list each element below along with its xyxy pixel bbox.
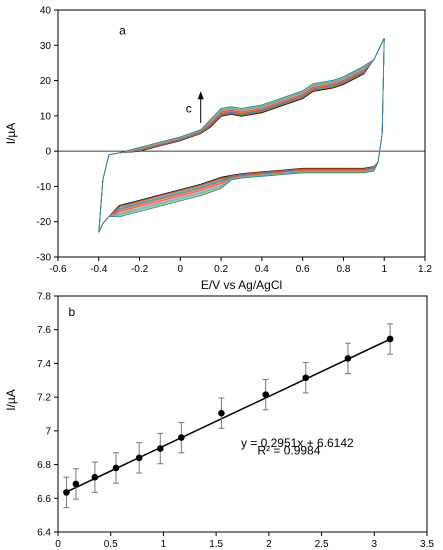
plot-frame — [57, 9, 426, 258]
x-tick-label: 1.5 — [209, 539, 223, 550]
fit-equation: y = 0.2951x + 6.6142 — [241, 436, 354, 450]
x-tick-label: 0.2 — [214, 264, 228, 275]
panel-a-cyclic-voltammogram: -0.6 -0.4 -0.2 0 0.2 0.4 0.6 0.8 1 1.2 40 30 20 10 0 -1… — [4, 6, 432, 293]
y-tick-label: 6.4 — [37, 528, 51, 539]
fit-r-squared: R² = 0.9984 — [257, 443, 320, 457]
y-tick-label: 7 — [45, 426, 51, 437]
increase-arrow-head — [197, 91, 204, 100]
y-tick-label: 30 — [40, 41, 52, 52]
y-tick-label: -10 — [37, 182, 52, 193]
panel-b-calibration-plot: 0 0.5 1 1.5 2 2.5 3 3.5 7.8 7.6 7.4 7.2 7 6.8 6.6 6.4 y … — [4, 292, 434, 550]
data-point — [63, 489, 70, 496]
data-point — [262, 391, 269, 398]
x-tick-label: -0.4 — [90, 264, 108, 275]
data-point — [218, 409, 225, 417]
annotation-c: c — [186, 101, 192, 115]
x-tick-label: 0 — [178, 264, 184, 275]
y-tick-label: 40 — [40, 6, 52, 17]
data-point — [112, 464, 120, 472]
y-tick-label: 7.4 — [37, 359, 51, 370]
data-point — [91, 473, 99, 481]
y-axis-title: I/µA — [4, 389, 18, 411]
x-tick-label: 3 — [372, 539, 378, 550]
x-tick-label: -0.6 — [49, 264, 67, 275]
x-tick-label: 0 — [55, 539, 61, 550]
panel-label-a: a — [119, 24, 126, 38]
y-tick-label: 6.8 — [37, 460, 51, 471]
x-tick-label: 0.4 — [255, 264, 269, 275]
y-axis-title: I/µA — [4, 123, 18, 145]
x-tick-label: 1 — [161, 539, 167, 550]
y-tick-label: -20 — [37, 217, 52, 228]
x-tick-label: 0.8 — [336, 264, 350, 275]
x-tick-label: 1.2 — [418, 264, 432, 275]
x-tick-label: -0.2 — [131, 264, 149, 275]
data-point — [135, 454, 143, 462]
cv-series-line — [98, 38, 385, 233]
data-point — [302, 374, 310, 382]
data-point — [178, 434, 185, 441]
y-tick-label: 0 — [45, 147, 51, 158]
x-axis-title: E/V vs Ag/AgCl — [201, 278, 282, 292]
linear-fit-line — [66, 338, 391, 493]
y-tick-label: -30 — [37, 253, 52, 264]
y-tick-label: 10 — [40, 111, 52, 122]
y-tick-label: 20 — [40, 76, 52, 87]
panel-label-b: b — [69, 305, 76, 319]
data-point — [344, 355, 352, 362]
data-point — [386, 335, 394, 343]
x-tick-label: 0.6 — [296, 264, 310, 275]
x-tick-label: 3.5 — [420, 539, 434, 550]
y-tick-label: 6.6 — [37, 494, 51, 505]
data-point — [156, 445, 164, 452]
plot-frame — [57, 295, 428, 533]
y-tick-label: 7.8 — [37, 292, 51, 303]
x-tick-label: 2.5 — [315, 539, 329, 550]
x-tick-label: 2 — [266, 539, 272, 550]
y-tick-label: 7.2 — [37, 393, 51, 404]
x-tick-label: 1 — [381, 264, 387, 275]
y-tick-label: 7.6 — [37, 325, 51, 336]
x-tick-label: 0.5 — [104, 539, 118, 550]
data-point — [72, 480, 80, 488]
cv-series-line — [98, 38, 385, 233]
